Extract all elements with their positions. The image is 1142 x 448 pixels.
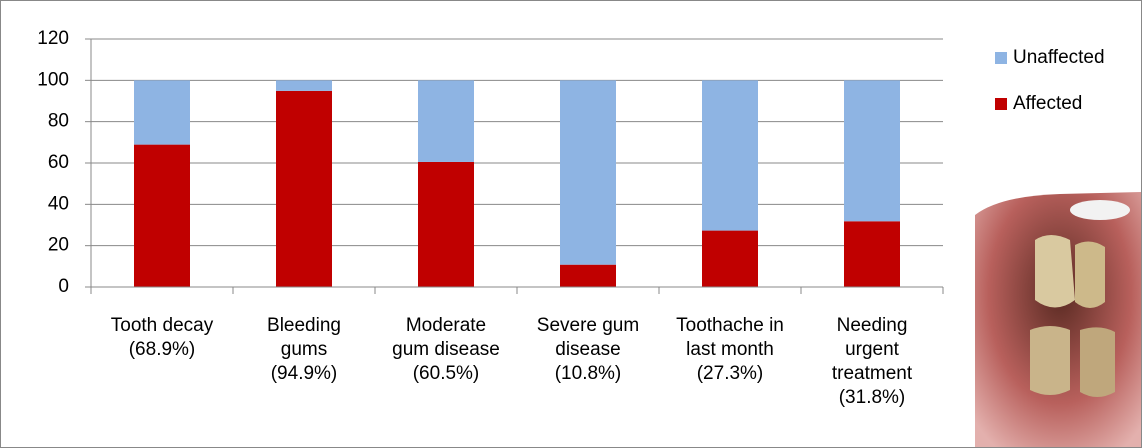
- bar-segment: [560, 80, 616, 265]
- bar-segment: [702, 230, 758, 287]
- x-tick-label: disease: [555, 339, 621, 360]
- bar-segment: [276, 80, 332, 91]
- x-tick-label: (60.5%): [413, 363, 480, 384]
- bar-segment: [134, 80, 190, 145]
- x-tick-label: (27.3%): [697, 363, 764, 384]
- x-tick-label: Severe gum: [537, 315, 639, 336]
- x-tick-label: Tooth decay: [111, 315, 214, 336]
- x-tick-label: last month: [686, 339, 774, 360]
- photo: [975, 192, 1141, 447]
- x-tick-label: urgent: [845, 339, 900, 360]
- x-tick-label: Moderate: [406, 315, 486, 336]
- x-tick-label: (94.9%): [271, 363, 338, 384]
- bar-segment: [134, 144, 190, 287]
- bar-segment: [276, 90, 332, 287]
- bar-segment: [418, 161, 474, 287]
- x-tick-label: (31.8%): [839, 387, 906, 408]
- y-tick-label: 0: [58, 276, 69, 297]
- x-tick-label: Bleeding: [267, 315, 341, 336]
- y-tick-label: 40: [48, 193, 69, 214]
- bar-segment: [844, 80, 900, 222]
- x-tick-label: Toothache in: [676, 315, 784, 336]
- x-tick-label: (68.9%): [129, 339, 196, 360]
- x-tick-label: treatment: [832, 363, 913, 384]
- x-tick-label: (10.8%): [555, 363, 622, 384]
- y-tick-label: 20: [48, 235, 69, 256]
- x-tick-label: gum disease: [392, 339, 500, 360]
- y-tick-label: 100: [37, 69, 69, 90]
- y-tick-label: 80: [48, 111, 69, 132]
- legend-label: Affected: [1013, 93, 1082, 114]
- x-tick-label: Needing: [837, 315, 908, 336]
- legend-swatch: [995, 52, 1007, 64]
- legend-swatch: [995, 98, 1007, 110]
- bar-segment: [844, 221, 900, 287]
- bar-segment: [560, 264, 616, 287]
- y-tick-label: 60: [48, 152, 69, 173]
- y-tick-label: 120: [37, 28, 69, 49]
- bar-segment: [418, 80, 474, 162]
- bar-segment: [702, 80, 758, 231]
- x-tick-label: gums: [281, 339, 327, 360]
- legend-label: Unaffected: [1013, 47, 1105, 68]
